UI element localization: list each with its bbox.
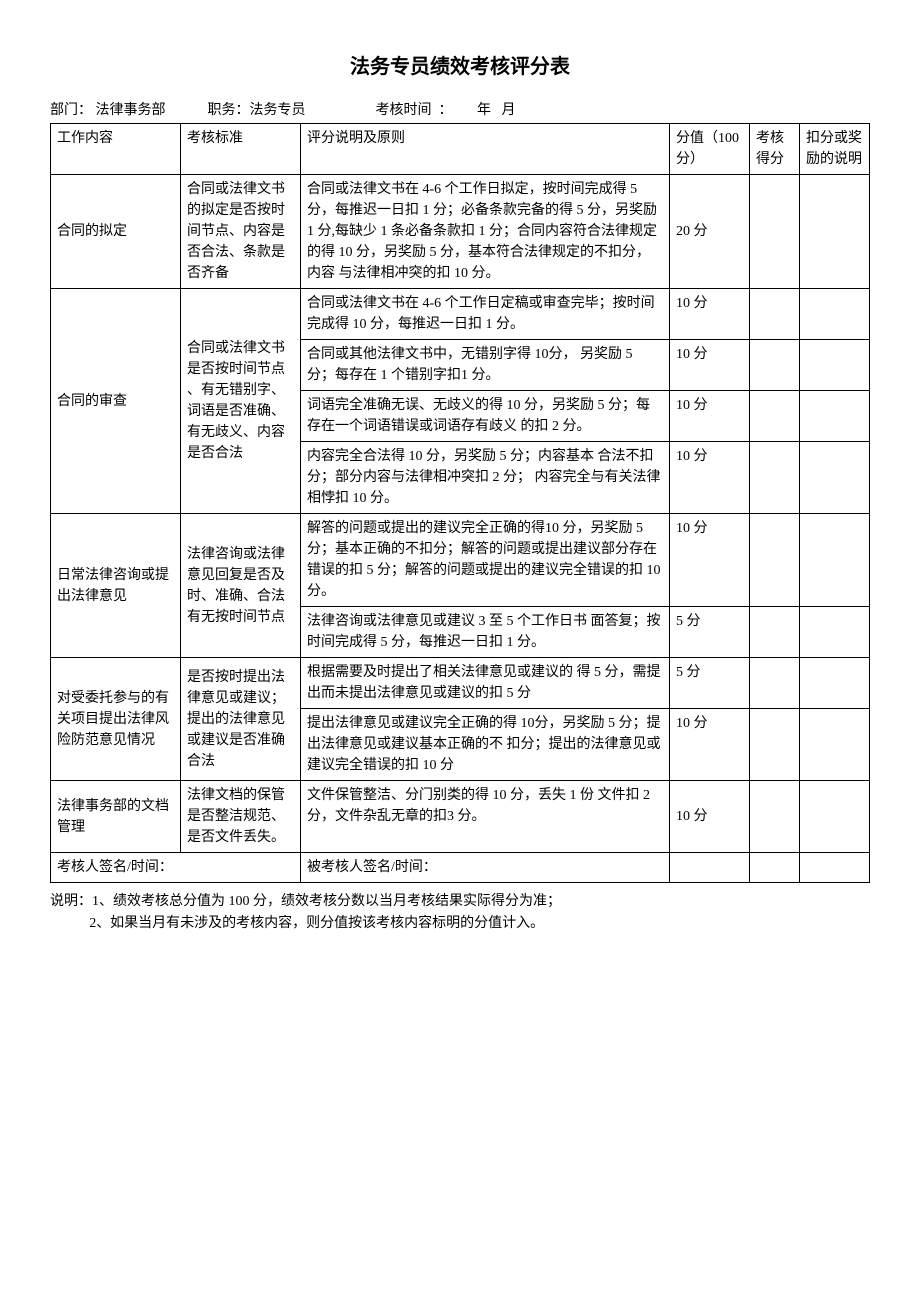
header-note: 扣分或奖励的说明 [800,124,870,175]
desc-cell: 法律咨询或法律意见或建议 3 至 5 个工作日书 面答复；按时间完成得 5 分，… [301,607,670,658]
std-cell: 合同或法律文书是否按时间节点 、有无错别字、词语是否准确、有无歧义、内容是否合法 [181,289,301,514]
desc-cell: 合同或其他法律文书中，无错别字得 10分， 另奖励 5 分；每存在 1 个错别字… [301,340,670,391]
note-cell [800,391,870,442]
spacer [306,99,376,119]
std-cell: 合同或法律文书的拟定是否按时间节点、内容是否合法、条款是否齐备 [181,175,301,289]
note-cell [800,442,870,514]
desc-cell: 内容完全合法得 10 分，另奖励 5 分；内容基本 合法不扣分；部分内容与法律相… [301,442,670,514]
spacer [166,99,208,119]
pos-value: 法务专员 [250,99,306,119]
note-cell [800,289,870,340]
actual-cell [750,442,800,514]
dept-value: 法律事务部 [96,99,166,119]
score-cell: 10 分 [670,391,750,442]
header-row: 工作内容 考核标准 评分说明及原则 分值（100 分） 考核得分 扣分或奖励的说… [51,124,870,175]
score-cell: 10 分 [670,781,750,853]
time-value: 年 月 [453,99,516,119]
examiner-sign: 考核人签名/时间： [51,853,301,883]
signature-row: 考核人签名/时间： 被考核人签名/时间： [51,853,870,883]
note-cell [800,340,870,391]
actual-cell [750,658,800,709]
pos-label: 职务： [208,99,250,119]
score-cell: 10 分 [670,442,750,514]
std-cell: 法律文档的保管是否整洁规范、是否文件丢失。 [181,781,301,853]
table-row: 日常法律咨询或提出法律意见 法律咨询或法律意见回复是否及时、准确、合法有无按时间… [51,514,870,607]
empty-cell [670,853,750,883]
table-row: 对受委托参与的有关项目提出法律风险防范意见情况 是否按时提出法律意见或建议；提出… [51,658,870,709]
score-cell: 10 分 [670,340,750,391]
desc-cell: 解答的问题或提出的建议完全正确的得10 分，另奖励 5 分；基本正确的不扣分；解… [301,514,670,607]
table-row: 合同的拟定 合同或法律文书的拟定是否按时间节点、内容是否合法、条款是否齐备 合同… [51,175,870,289]
table-row: 法律事务部的文档管理 法律文档的保管是否整洁规范、是否文件丢失。 文件保管整洁、… [51,781,870,853]
header-std: 考核标准 [181,124,301,175]
work-cell: 合同的拟定 [51,175,181,289]
page-title: 法务专员绩效考核评分表 [50,50,870,79]
header-actual: 考核得分 [750,124,800,175]
evaluation-table: 工作内容 考核标准 评分说明及原则 分值（100 分） 考核得分 扣分或奖励的说… [50,123,870,883]
note-cell [800,658,870,709]
actual-cell [750,175,800,289]
meta-row: 部门： 法律事务部 职务： 法务专员 考核时间 ： 年 月 [50,99,870,119]
desc-cell: 提出法律意见或建议完全正确的得 10分，另奖励 5 分；提出法律意见或建议基本正… [301,709,670,781]
examinee-sign: 被考核人签名/时间： [301,853,670,883]
work-cell: 对受委托参与的有关项目提出法律风险防范意见情况 [51,658,181,781]
score-cell: 20 分 [670,175,750,289]
desc-cell: 文件保管整洁、分门别类的得 10 分，丢失 1 份 文件扣 2 分，文件杂乱无章… [301,781,670,853]
actual-cell [750,391,800,442]
std-cell: 是否按时提出法律意见或建议；提出的法律意见或建议是否准确合法 [181,658,301,781]
desc-cell: 合同或法律文书在 4-6 个工作日定稿或审查完毕；按时间完成得 10 分，每推迟… [301,289,670,340]
score-cell: 10 分 [670,514,750,607]
actual-cell [750,340,800,391]
note-line-2: 2、如果当月有未涉及的考核内容，则分值按该考核内容标明的分值计入。 [50,913,870,935]
header-work: 工作内容 [51,124,181,175]
desc-cell: 词语完全准确无误、无歧义的得 10 分，另奖励 5 分；每存在一个词语错误或词语… [301,391,670,442]
desc-cell: 根据需要及时提出了相关法律意见或建议的 得 5 分，需提出而未提出法律意见或建议… [301,658,670,709]
empty-cell [750,853,800,883]
empty-cell [800,853,870,883]
actual-cell [750,781,800,853]
note-cell [800,781,870,853]
dept-label: 部门： [50,99,96,119]
score-cell: 10 分 [670,709,750,781]
actual-cell [750,709,800,781]
actual-cell [750,607,800,658]
note-cell [800,709,870,781]
work-cell: 合同的审查 [51,289,181,514]
table-row: 合同的审查 合同或法律文书是否按时间节点 、有无错别字、词语是否准确、有无歧义、… [51,289,870,340]
work-cell: 法律事务部的文档管理 [51,781,181,853]
header-desc: 评分说明及原则 [301,124,670,175]
note-cell [800,514,870,607]
header-score: 分值（100 分） [670,124,750,175]
time-label: 考核时间 ： [376,99,453,119]
actual-cell [750,514,800,607]
note-cell [800,607,870,658]
notes-section: 说明：1、绩效考核总分值为 100 分，绩效考核分数以当月考核结果实际得分为准；… [50,891,870,936]
work-cell: 日常法律咨询或提出法律意见 [51,514,181,658]
score-cell: 5 分 [670,607,750,658]
desc-cell: 合同或法律文书在 4-6 个工作日拟定，按时间完成得 5 分，每推迟一日扣 1 … [301,175,670,289]
actual-cell [750,289,800,340]
note-cell [800,175,870,289]
score-cell: 5 分 [670,658,750,709]
score-cell: 10 分 [670,289,750,340]
std-cell: 法律咨询或法律意见回复是否及时、准确、合法有无按时间节点 [181,514,301,658]
note-line-1: 说明：1、绩效考核总分值为 100 分，绩效考核分数以当月考核结果实际得分为准； [50,891,870,913]
